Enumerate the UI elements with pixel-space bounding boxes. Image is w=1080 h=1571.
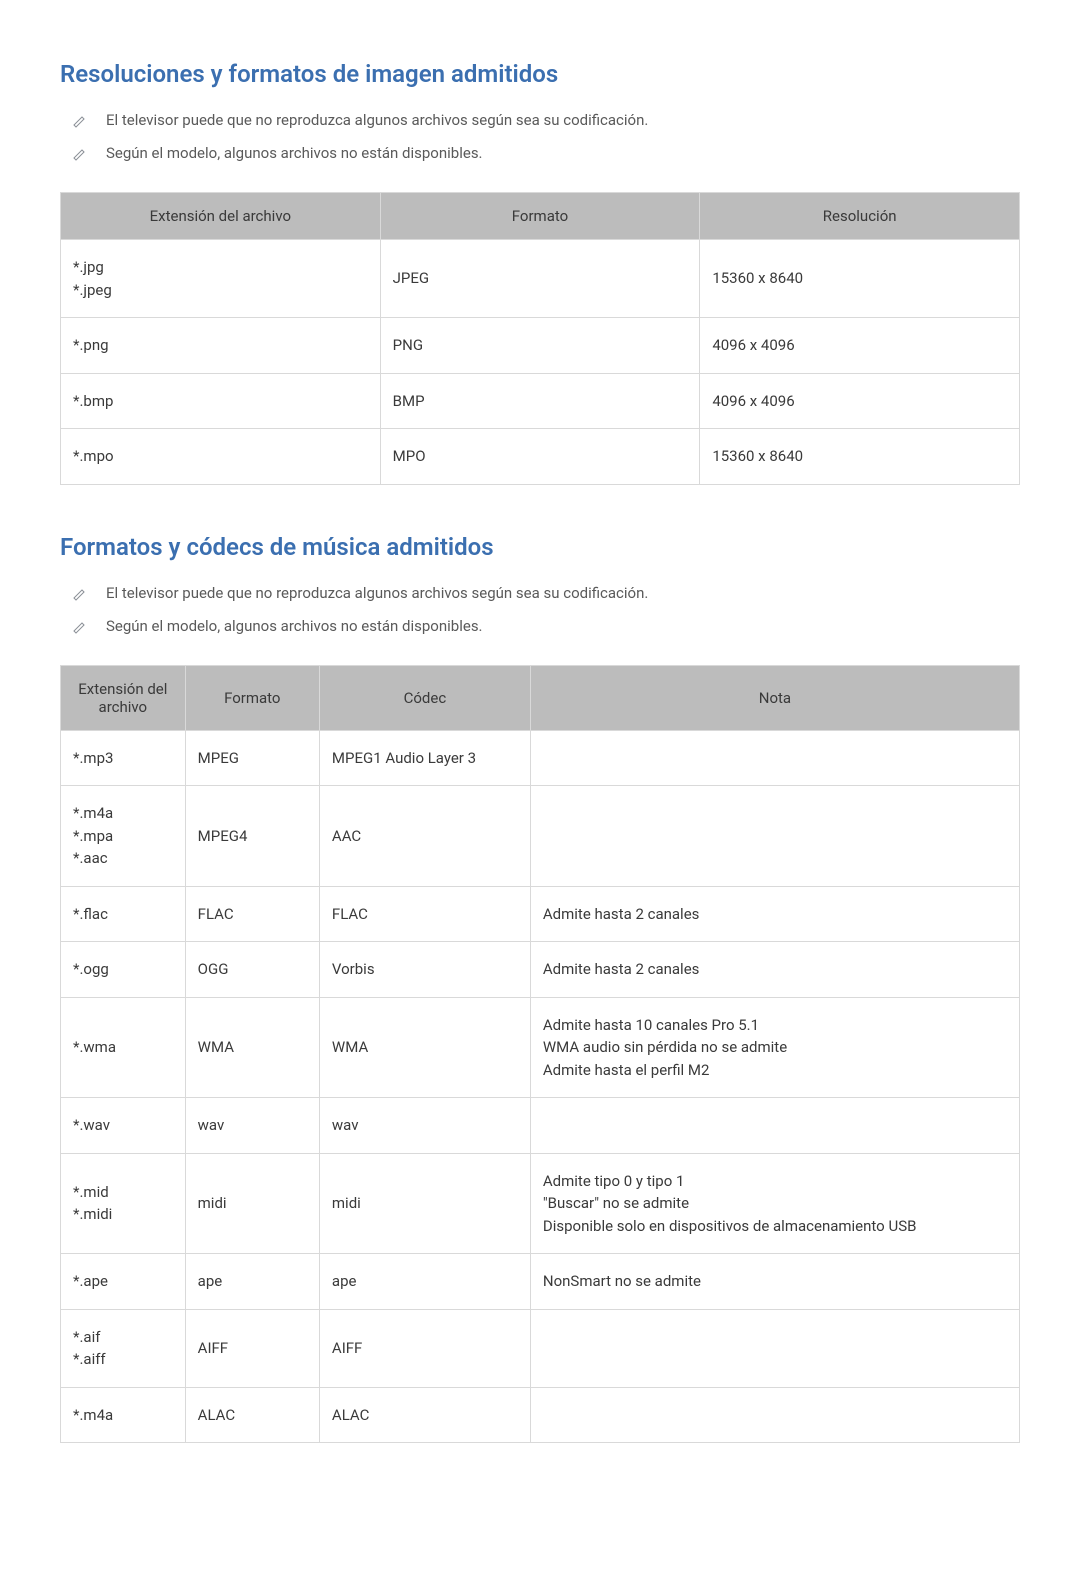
cell-note: Admite tipo 0 y tipo 1"Buscar" no se adm… bbox=[530, 1153, 1019, 1254]
table-row: *.aif*.aiffAIFFAIFF bbox=[61, 1309, 1020, 1387]
cell-codec: AIFF bbox=[319, 1309, 530, 1387]
cell-extension: *.ogg bbox=[61, 942, 186, 998]
cell-format: AIFF bbox=[185, 1309, 319, 1387]
pencil-icon bbox=[72, 146, 88, 162]
cell-format: midi bbox=[185, 1153, 319, 1254]
cell-note: NonSmart no se admite bbox=[530, 1254, 1019, 1310]
cell-extension: *.wma bbox=[61, 997, 186, 1098]
table-row: *.wmaWMAWMAAdmite hasta 10 canales Pro 5… bbox=[61, 997, 1020, 1098]
column-header: Formato bbox=[380, 193, 700, 240]
cell-codec: ape bbox=[319, 1254, 530, 1310]
cell-codec: WMA bbox=[319, 997, 530, 1098]
cell-extension: *.mid*.midi bbox=[61, 1153, 186, 1254]
cell-extension: *.aif*.aiff bbox=[61, 1309, 186, 1387]
cell-extension: *.bmp bbox=[61, 373, 381, 429]
cell-extension: *.flac bbox=[61, 886, 186, 942]
image-formats-table: Extensión del archivoFormatoResolución *… bbox=[60, 192, 1020, 485]
section-title-music-formats: Formatos y códecs de música admitidos bbox=[60, 533, 1020, 561]
cell-format: BMP bbox=[380, 373, 700, 429]
table-header-row: Extensión del archivoFormatoCódecNota bbox=[61, 665, 1020, 730]
cell-resolution: 15360 x 8640 bbox=[700, 429, 1020, 485]
cell-format: JPEG bbox=[380, 240, 700, 318]
column-header: Nota bbox=[530, 665, 1019, 730]
cell-format: ape bbox=[185, 1254, 319, 1310]
cell-format: PNG bbox=[380, 318, 700, 374]
cell-note bbox=[530, 1309, 1019, 1387]
cell-format: MPEG4 bbox=[185, 786, 319, 887]
column-header: Extensión del archivo bbox=[61, 193, 381, 240]
table-row: *.pngPNG4096 x 4096 bbox=[61, 318, 1020, 374]
cell-codec: Vorbis bbox=[319, 942, 530, 998]
cell-extension: *.ape bbox=[61, 1254, 186, 1310]
note-row: El televisor puede que no reproduzca alg… bbox=[60, 583, 1020, 604]
cell-note: Admite hasta 2 canales bbox=[530, 942, 1019, 998]
cell-note: Admite hasta 2 canales bbox=[530, 886, 1019, 942]
cell-format: WMA bbox=[185, 997, 319, 1098]
column-header: Formato bbox=[185, 665, 319, 730]
column-header: Extensión del archivo bbox=[61, 665, 186, 730]
cell-format: ALAC bbox=[185, 1387, 319, 1443]
cell-resolution: 4096 x 4096 bbox=[700, 318, 1020, 374]
cell-extension: *.mp3 bbox=[61, 730, 186, 786]
cell-note: Admite hasta 10 canales Pro 5.1WMA audio… bbox=[530, 997, 1019, 1098]
note-row: Según el modelo, algunos archivos no est… bbox=[60, 616, 1020, 637]
pencil-icon bbox=[72, 619, 88, 635]
cell-format: FLAC bbox=[185, 886, 319, 942]
note-text: El televisor puede que no reproduzca alg… bbox=[106, 110, 648, 131]
table-row: *.wavwavwav bbox=[61, 1098, 1020, 1154]
cell-codec: FLAC bbox=[319, 886, 530, 942]
cell-codec: ALAC bbox=[319, 1387, 530, 1443]
note-text: Según el modelo, algunos archivos no est… bbox=[106, 143, 483, 164]
cell-note bbox=[530, 730, 1019, 786]
table-row: *.jpg*.jpegJPEG15360 x 8640 bbox=[61, 240, 1020, 318]
column-header: Códec bbox=[319, 665, 530, 730]
column-header: Resolución bbox=[700, 193, 1020, 240]
note-text: Según el modelo, algunos archivos no est… bbox=[106, 616, 483, 637]
cell-note bbox=[530, 1387, 1019, 1443]
table-header-row: Extensión del archivoFormatoResolución bbox=[61, 193, 1020, 240]
cell-format: OGG bbox=[185, 942, 319, 998]
cell-extension: *.jpg*.jpeg bbox=[61, 240, 381, 318]
table-row: *.bmpBMP4096 x 4096 bbox=[61, 373, 1020, 429]
cell-codec: wav bbox=[319, 1098, 530, 1154]
note-row: El televisor puede que no reproduzca alg… bbox=[60, 110, 1020, 131]
table-row: *.flacFLACFLACAdmite hasta 2 canales bbox=[61, 886, 1020, 942]
cell-extension: *.png bbox=[61, 318, 381, 374]
pencil-icon bbox=[72, 586, 88, 602]
notes-block-2: El televisor puede que no reproduzca alg… bbox=[60, 583, 1020, 637]
table-row: *.mp3MPEGMPEG1 Audio Layer 3 bbox=[61, 730, 1020, 786]
cell-extension: *.mpo bbox=[61, 429, 381, 485]
music-formats-table: Extensión del archivoFormatoCódecNota *.… bbox=[60, 665, 1020, 1444]
cell-extension: *.m4a bbox=[61, 1387, 186, 1443]
cell-resolution: 4096 x 4096 bbox=[700, 373, 1020, 429]
cell-codec: MPEG1 Audio Layer 3 bbox=[319, 730, 530, 786]
table-row: *.m4a*.mpa*.aacMPEG4AAC bbox=[61, 786, 1020, 887]
cell-extension: *.m4a*.mpa*.aac bbox=[61, 786, 186, 887]
pencil-icon bbox=[72, 113, 88, 129]
table-row: *.mpoMPO15360 x 8640 bbox=[61, 429, 1020, 485]
cell-resolution: 15360 x 8640 bbox=[700, 240, 1020, 318]
cell-note bbox=[530, 786, 1019, 887]
cell-codec: AAC bbox=[319, 786, 530, 887]
cell-codec: midi bbox=[319, 1153, 530, 1254]
table-row: *.apeapeapeNonSmart no se admite bbox=[61, 1254, 1020, 1310]
note-text: El televisor puede que no reproduzca alg… bbox=[106, 583, 648, 604]
table-row: *.oggOGGVorbisAdmite hasta 2 canales bbox=[61, 942, 1020, 998]
cell-format: MPO bbox=[380, 429, 700, 485]
table-row: *.m4aALACALAC bbox=[61, 1387, 1020, 1443]
cell-note bbox=[530, 1098, 1019, 1154]
table-row: *.mid*.midimidimidiAdmite tipo 0 y tipo … bbox=[61, 1153, 1020, 1254]
note-row: Según el modelo, algunos archivos no est… bbox=[60, 143, 1020, 164]
section-title-image-formats: Resoluciones y formatos de imagen admiti… bbox=[60, 60, 1020, 88]
notes-block-1: El televisor puede que no reproduzca alg… bbox=[60, 110, 1020, 164]
cell-extension: *.wav bbox=[61, 1098, 186, 1154]
cell-format: wav bbox=[185, 1098, 319, 1154]
cell-format: MPEG bbox=[185, 730, 319, 786]
